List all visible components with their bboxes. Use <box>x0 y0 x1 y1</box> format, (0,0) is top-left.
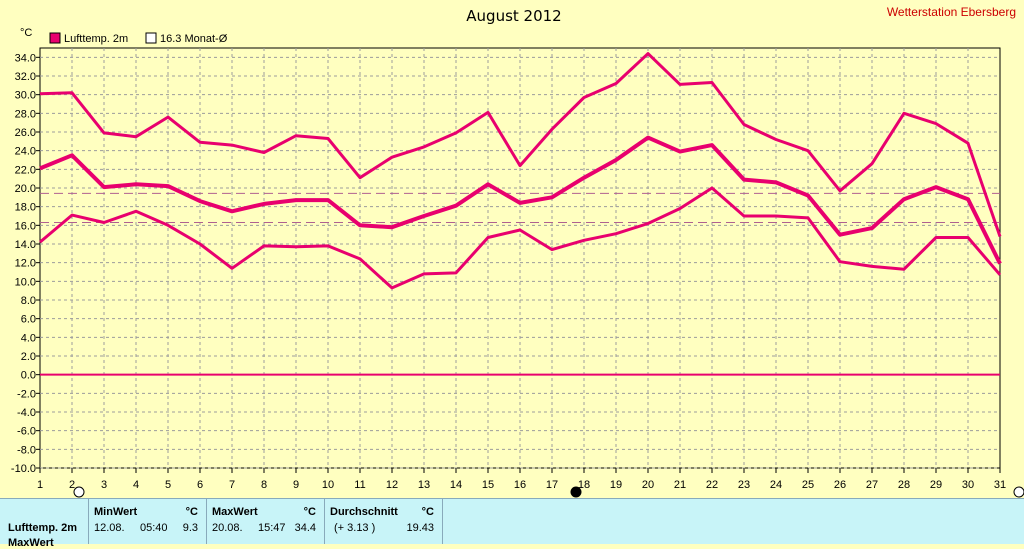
grid <box>40 48 1000 469</box>
x-tick-label: 13 <box>418 479 430 491</box>
x-tick-label: 24 <box>770 479 782 491</box>
x-tick-label: 22 <box>706 479 718 491</box>
stats-row2-label: MaxWert <box>8 537 54 549</box>
series-lines <box>39 52 1002 290</box>
x-tick-label: 20 <box>642 479 654 491</box>
avg-value: 19.43 <box>406 522 434 534</box>
y-tick-label: 2.0 <box>21 351 36 363</box>
station-name: Wetterstation Ebersberg <box>887 5 1016 19</box>
min-time: 05:40 <box>140 522 168 534</box>
y-tick-label: 32.0 <box>15 71 36 83</box>
min-header: MinWert <box>94 506 138 518</box>
x-tick-label: 17 <box>546 479 558 491</box>
x-tick-label: 9 <box>293 479 299 491</box>
stats-average: Durchschnitt °C (+ 3.13 ) 19.43 <box>324 499 443 544</box>
legend: Lufttemp. 2m 16.3 Monat-Ø <box>49 32 228 45</box>
max-value: 34.4 <box>294 522 316 534</box>
y-unit-label: °C <box>20 27 32 39</box>
scroll-markers[interactable] <box>73 486 1024 498</box>
avg-deviation: (+ 3.13 ) <box>334 522 376 534</box>
x-tick-label: 8 <box>261 479 267 491</box>
x-tick-label: 31 <box>994 479 1006 491</box>
y-tick-label: 4.0 <box>21 332 36 344</box>
x-tick-label: 6 <box>197 479 203 491</box>
y-tick-label: 22.0 <box>15 164 36 176</box>
x-tick-label: 21 <box>674 479 686 491</box>
y-tick-label: 18.0 <box>15 202 36 214</box>
range-marker-icon[interactable] <box>570 486 582 498</box>
max-date: 20.08. <box>212 522 243 534</box>
y-tick-label: 34.0 <box>15 52 36 64</box>
x-tick-label: 3 <box>101 479 107 491</box>
series-line-max <box>39 52 1002 237</box>
chart-title: August 2012 <box>466 7 561 25</box>
y-tick-label: 28.0 <box>15 108 36 120</box>
y-tick-label: 0.0 <box>21 370 36 382</box>
stats-max: MaxWert °C 20.08. 15:47 34.4 <box>206 499 325 544</box>
x-tick-label: 14 <box>450 479 462 491</box>
series-line-min <box>39 186 1002 290</box>
x-tick-label: 1 <box>37 479 43 491</box>
x-tick-label: 19 <box>610 479 622 491</box>
x-tick-label: 28 <box>898 479 910 491</box>
stats-min: MinWert °C 12.08. 05:40 9.3 <box>88 499 207 544</box>
y-tick-label: 26.0 <box>15 127 36 139</box>
range-end-handle-icon[interactable] <box>1013 486 1024 498</box>
min-date: 12.08. <box>94 522 125 534</box>
avg-unit: °C <box>421 506 434 518</box>
chart: 34.032.030.028.026.024.022.020.018.016.0… <box>11 5 1024 498</box>
y-tick-label: 16.0 <box>15 220 36 232</box>
y-tick-label: 6.0 <box>21 314 36 326</box>
x-tick-label: 7 <box>229 479 235 491</box>
x-tick-label: 2 <box>69 479 75 491</box>
max-unit: °C <box>303 506 316 518</box>
max-header: MaxWert <box>212 506 258 518</box>
y-tick-label: -4.0 <box>17 407 36 419</box>
y-tick-label: 10.0 <box>15 276 36 288</box>
reference-lines <box>40 192 1000 376</box>
x-tick-label: 5 <box>165 479 171 491</box>
x-tick-label: 26 <box>834 479 846 491</box>
legend-series-label: Lufttemp. 2m <box>64 33 128 45</box>
y-tick-label: 14.0 <box>15 239 36 251</box>
y-tick-label: 8.0 <box>21 295 36 307</box>
y-tick-label: -6.0 <box>17 426 36 438</box>
x-tick-label: 23 <box>738 479 750 491</box>
x-tick-label: 18 <box>578 479 590 491</box>
min-value: 9.3 <box>182 522 198 534</box>
max-time: 15:47 <box>258 522 286 534</box>
y-tick-label: 20.0 <box>15 183 36 195</box>
x-tick-label: 10 <box>322 479 334 491</box>
x-tick-label: 25 <box>802 479 814 491</box>
x-tick-label: 29 <box>930 479 942 491</box>
y-tick-label: -8.0 <box>17 444 36 456</box>
avg-header: Durchschnitt <box>330 506 398 518</box>
stats-label-column: Lufttemp. 2m MaxWert <box>0 499 89 549</box>
y-tick-label: -2.0 <box>17 388 36 400</box>
y-tick-label: 24.0 <box>15 146 36 158</box>
range-start-handle-icon[interactable] <box>73 486 85 498</box>
x-tick-label: 16 <box>514 479 526 491</box>
y-tick-label: -10.0 <box>11 463 36 475</box>
x-tick-label: 30 <box>962 479 974 491</box>
legend-average-label: 16.3 Monat-Ø <box>160 33 228 45</box>
x-tick-label: 11 <box>354 479 365 491</box>
x-axis: 1 2 3 4 5 6 7 8 9 10 11 12 13 14 15 16 17 18 19 20 21 22 23 24 2… <box>37 468 1006 491</box>
legend-swatch-average <box>145 32 157 44</box>
y-tick-label: 12.0 <box>15 258 36 270</box>
x-tick-label: 15 <box>482 479 494 491</box>
legend-swatch-series <box>49 32 61 44</box>
x-tick-label: 27 <box>866 479 878 491</box>
series-line-mean <box>39 135 1002 265</box>
y-axis: 34.0 32.0 30.0 28.0 26.0 24.0 22.0 20.0 18.0 16.0… <box>11 52 40 475</box>
min-unit: °C <box>185 506 198 518</box>
stats-panel: Lufttemp. 2m MaxWert MinWert °C 12.08. 0… <box>0 498 1024 549</box>
x-tick-label: 4 <box>133 479 139 491</box>
stats-row-label: Lufttemp. 2m <box>8 522 78 534</box>
y-tick-label: 30.0 <box>15 90 36 102</box>
x-tick-label: 12 <box>386 479 398 491</box>
